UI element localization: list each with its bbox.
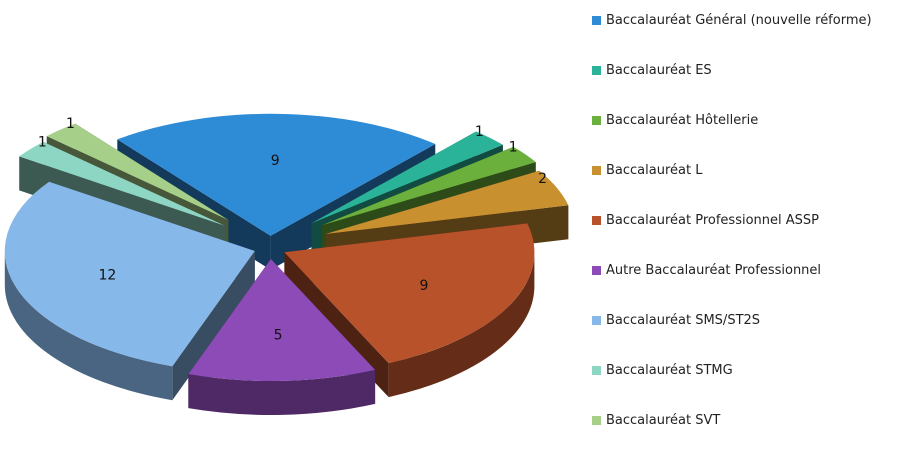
- data-label: 9: [419, 278, 428, 294]
- legend-label: Baccalauréat L: [606, 162, 703, 178]
- data-label: 9: [271, 153, 280, 169]
- pie-slice-top: [325, 170, 569, 235]
- pie-slice-side: [188, 369, 376, 415]
- legend-label: Baccalauréat Professionnel ASSP: [606, 212, 819, 228]
- legend-swatch: [592, 165, 601, 175]
- pie-slice-top: [322, 146, 536, 226]
- legend-item: Baccalauréat Hôtellerie: [592, 110, 922, 130]
- data-label: 1: [38, 135, 47, 151]
- legend-item: Baccalauréat Professionnel ASSP: [592, 210, 922, 230]
- legend-label: Baccalauréat Hôtellerie: [606, 112, 759, 128]
- data-label: 2: [538, 171, 547, 187]
- data-label: 1: [66, 116, 75, 132]
- pie-slice-top: [117, 113, 436, 236]
- legend-swatch: [592, 115, 601, 125]
- legend-swatch: [592, 15, 601, 25]
- legend-label: Baccalauréat Général (nouvelle réforme): [606, 12, 872, 28]
- legend-swatch: [592, 365, 601, 375]
- pie-slice: [188, 258, 376, 415]
- legend-item: Baccalauréat Général (nouvelle réforme): [592, 10, 922, 30]
- pie-slice-top: [188, 258, 376, 381]
- legend-label: Autre Baccalauréat Professionnel: [606, 262, 822, 278]
- legend-swatch: [592, 215, 601, 225]
- legend-label: Baccalauréat STMG: [606, 362, 733, 378]
- pie-slice-side: [4, 251, 173, 401]
- pie-slice-side: [388, 252, 535, 398]
- legend-item: Baccalauréat L: [592, 160, 922, 180]
- pie-chart: 9 1 1 2 9 5 12 1 1 Baccalauréat Général (nouvell…: [4, 13, 872, 428]
- legend-item: Baccalauréat SMS/ST2S: [592, 310, 922, 330]
- pie-slice-wall: [172, 251, 255, 401]
- legend-item: Autre Baccalauréat Professionnel: [592, 260, 922, 280]
- legend-label: Baccalauréat SMS/ST2S: [606, 312, 761, 328]
- legend-item: Baccalauréat SVT: [592, 410, 922, 430]
- legend-item: Baccalauréat STMG: [592, 360, 922, 380]
- legend-label: Baccalauréat ES: [606, 62, 712, 78]
- pie-slice-top: [284, 223, 535, 364]
- chart-legend: Baccalauréat Général (nouvelle réforme) B…: [592, 10, 922, 460]
- legend-swatch: [592, 65, 601, 75]
- pie-slice-top: [19, 141, 225, 226]
- pie-slice-top: [4, 181, 255, 367]
- data-label: 12: [98, 268, 116, 284]
- legend-swatch: [592, 315, 601, 325]
- legend-swatch: [592, 265, 601, 275]
- data-label: 1: [509, 140, 518, 156]
- pie-slice: [4, 181, 255, 401]
- legend-swatch: [592, 415, 601, 425]
- data-label: 5: [274, 328, 283, 344]
- legend-item: Baccalauréat ES: [592, 60, 922, 80]
- pie-slice-top: [46, 123, 229, 220]
- data-label: 1: [475, 124, 484, 140]
- legend-label: Baccalauréat SVT: [606, 412, 721, 428]
- pie-slice-top: [311, 131, 503, 224]
